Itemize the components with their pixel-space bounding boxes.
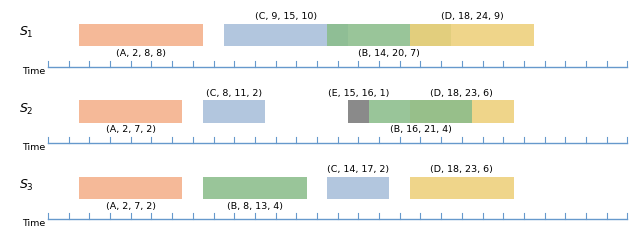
Text: Time: Time	[22, 219, 45, 228]
Text: Time: Time	[22, 67, 45, 76]
Text: (D, 18, 23, 6): (D, 18, 23, 6)	[431, 165, 493, 174]
Bar	[79, 24, 203, 46]
Text: (D, 18, 24, 9): (D, 18, 24, 9)	[441, 12, 504, 21]
Text: (B, 14, 20, 7): (B, 14, 20, 7)	[358, 49, 420, 58]
Text: (A, 2, 8, 8): (A, 2, 8, 8)	[116, 49, 166, 58]
Bar	[203, 100, 265, 123]
Bar	[203, 177, 307, 199]
Text: $S_1$: $S_1$	[19, 25, 33, 40]
Text: (C, 8, 11, 2): (C, 8, 11, 2)	[206, 88, 262, 98]
Text: Time: Time	[22, 143, 45, 153]
Bar	[410, 177, 513, 199]
Bar	[410, 100, 513, 123]
Text: (B, 16, 21, 4): (B, 16, 21, 4)	[390, 126, 451, 134]
Text: (E, 15, 16, 1): (E, 15, 16, 1)	[328, 88, 389, 98]
Text: $S_3$: $S_3$	[19, 178, 34, 193]
Bar	[327, 177, 389, 199]
Bar	[369, 100, 472, 123]
Text: (B, 8, 13, 4): (B, 8, 13, 4)	[227, 202, 283, 211]
Bar	[348, 100, 369, 123]
Text: (A, 2, 7, 2): (A, 2, 7, 2)	[106, 202, 156, 211]
Bar	[327, 24, 451, 46]
Text: $S_2$: $S_2$	[19, 102, 33, 117]
Bar	[79, 177, 182, 199]
Bar	[410, 24, 534, 46]
Text: (C, 14, 17, 2): (C, 14, 17, 2)	[327, 165, 390, 174]
Text: (C, 9, 15, 10): (C, 9, 15, 10)	[255, 12, 317, 21]
Text: (D, 18, 23, 6): (D, 18, 23, 6)	[431, 88, 493, 98]
Bar	[224, 24, 348, 46]
Text: (A, 2, 7, 2): (A, 2, 7, 2)	[106, 126, 156, 134]
Bar	[79, 100, 182, 123]
